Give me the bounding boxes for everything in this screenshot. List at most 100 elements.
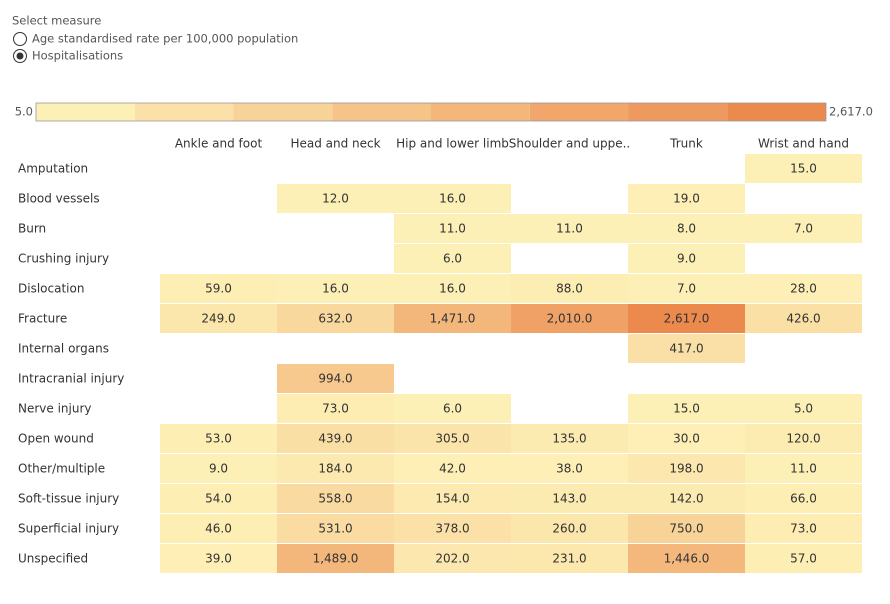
heatmap-cell <box>277 544 394 573</box>
cell-label: 19.0 <box>673 192 700 206</box>
heatmap-cell <box>745 394 862 423</box>
heatmap-cell <box>277 484 394 513</box>
heatmap-cell <box>160 454 277 483</box>
cell-label: 7.0 <box>677 282 696 296</box>
cell-label: 417.0 <box>669 342 703 356</box>
column-header: Head and neck <box>290 137 380 151</box>
cell-label: 16.0 <box>439 282 466 296</box>
heatmap-cell <box>511 214 628 243</box>
cell-label: 750.0 <box>669 522 703 536</box>
heatmap-cell <box>394 544 511 573</box>
cell-label: 260.0 <box>552 522 586 536</box>
heatmap-cell <box>745 484 862 513</box>
heatmap-cell <box>511 304 628 333</box>
cell-label: 439.0 <box>318 432 352 446</box>
cell-label: 16.0 <box>322 282 349 296</box>
heatmap-cell <box>394 304 511 333</box>
color-legend-label: 2,617.0 <box>829 105 873 119</box>
cell-label: 231.0 <box>552 552 586 566</box>
heatmap-cell <box>628 334 745 363</box>
heatmap-cell <box>394 424 511 453</box>
heatmap-cell <box>628 394 745 423</box>
radio-option[interactable]: Age standardised rate per 100,000 popula… <box>32 32 298 46</box>
color-legend-step <box>529 103 629 121</box>
row-label: Unspecified <box>18 552 88 566</box>
cell-label: 1,446.0 <box>664 552 710 566</box>
color-legend-step <box>727 103 826 121</box>
column-header: Trunk <box>669 137 703 151</box>
heatmap-cell <box>628 544 745 573</box>
cell-label: 5.0 <box>794 402 813 416</box>
heatmap-cell <box>745 454 862 483</box>
cell-label: 6.0 <box>443 402 462 416</box>
color-legend-label: 5.0 <box>15 105 33 119</box>
heatmap-cell <box>394 514 511 543</box>
cell-label: 38.0 <box>556 462 583 476</box>
row-label: Blood vessels <box>18 192 100 206</box>
row-label: Internal organs <box>18 342 109 356</box>
cell-label: 143.0 <box>552 492 586 506</box>
cell-label: 53.0 <box>205 432 232 446</box>
cell-label: 57.0 <box>790 552 817 566</box>
color-legend-frame <box>35 102 827 122</box>
radio-dot <box>16 52 24 60</box>
heatmap-cell <box>160 424 277 453</box>
cell-label: 39.0 <box>205 552 232 566</box>
radio-button[interactable] <box>13 32 27 46</box>
cell-label: 2,617.0 <box>664 312 710 326</box>
heatmap-cell <box>628 454 745 483</box>
cell-label: 558.0 <box>318 492 352 506</box>
cell-label: 142.0 <box>669 492 703 506</box>
heatmap-cell <box>394 184 511 213</box>
heatmap-cell <box>628 184 745 213</box>
filter-label: Select measure <box>12 14 101 28</box>
row-label: Crushing injury <box>18 252 109 266</box>
heatmap-cell <box>511 514 628 543</box>
cell-label: 154.0 <box>435 492 469 506</box>
heatmap-cell <box>511 454 628 483</box>
heatmap-cell <box>160 274 277 303</box>
heatmap-cell <box>160 544 277 573</box>
radio-option[interactable]: Hospitalisations <box>32 49 123 63</box>
cell-label: 73.0 <box>790 522 817 536</box>
heatmap-cell <box>394 454 511 483</box>
cell-label: 73.0 <box>322 402 349 416</box>
column-header: Hip and lower limb <box>396 137 509 151</box>
heatmap-cell <box>745 154 862 183</box>
cell-label: 12.0 <box>322 192 349 206</box>
heatmap-cell <box>745 214 862 243</box>
cell-label: 16.0 <box>439 192 466 206</box>
cell-label: 59.0 <box>205 282 232 296</box>
cell-label: 66.0 <box>790 492 817 506</box>
heatmap-cell <box>394 484 511 513</box>
heatmap-cell <box>160 514 277 543</box>
color-legend-step <box>36 103 135 121</box>
heatmap-cell <box>511 484 628 513</box>
color-legend-step <box>134 103 234 121</box>
heatmap-cell <box>277 394 394 423</box>
cell-label: 9.0 <box>677 252 696 266</box>
row-label: Open wound <box>18 432 94 446</box>
cell-label: 305.0 <box>435 432 469 446</box>
row-label: Soft-tissue injury <box>18 492 119 506</box>
heatmap-cell <box>160 484 277 513</box>
cell-label: 1,471.0 <box>430 312 476 326</box>
cell-label: 28.0 <box>790 282 817 296</box>
cell-label: 30.0 <box>673 432 700 446</box>
cell-label: 46.0 <box>205 522 232 536</box>
heatmap-cell <box>628 214 745 243</box>
cell-label: 202.0 <box>435 552 469 566</box>
row-label: Fracture <box>18 312 67 326</box>
cell-label: 11.0 <box>439 222 466 236</box>
heatmap-cell <box>394 394 511 423</box>
cell-label: 88.0 <box>556 282 583 296</box>
row-label: Intracranial injury <box>18 372 124 386</box>
cell-label: 15.0 <box>790 162 817 176</box>
heatmap-cell <box>277 184 394 213</box>
heatmap-cell <box>277 364 394 393</box>
heatmap-cell <box>628 424 745 453</box>
heatmap-cell <box>277 514 394 543</box>
cell-label: 11.0 <box>790 462 817 476</box>
column-header: Wrist and hand <box>758 137 849 151</box>
